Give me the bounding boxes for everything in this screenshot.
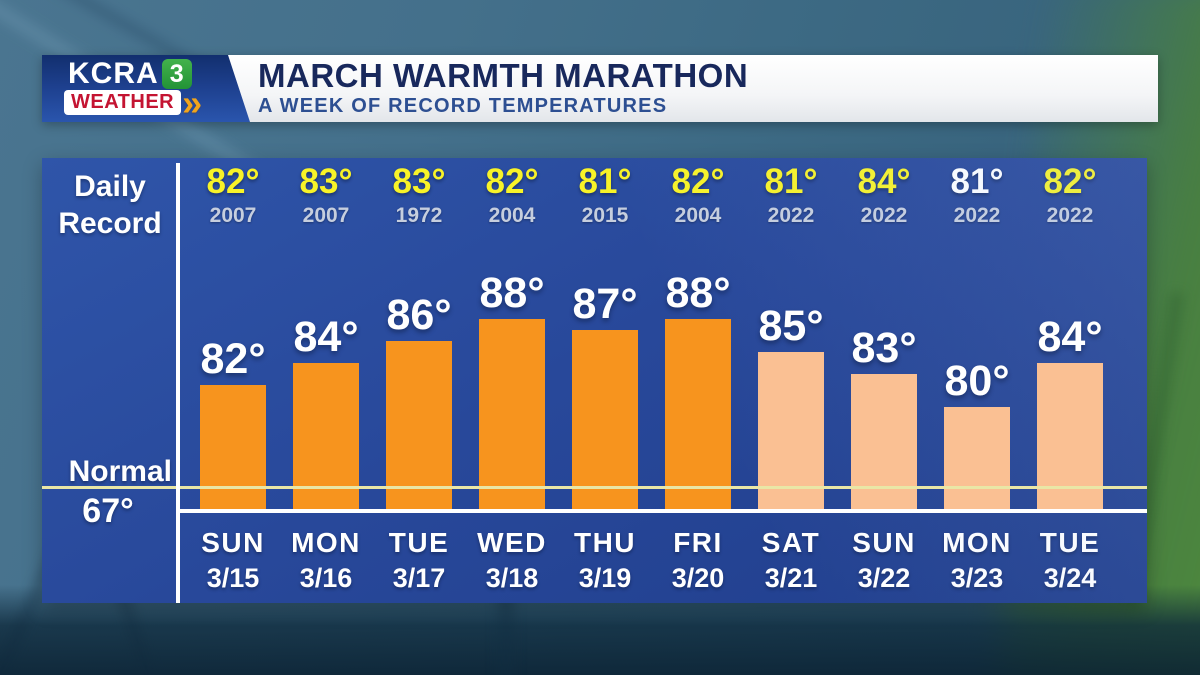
record-year-label: 2022 — [953, 204, 1001, 227]
record-year-label: 2022 — [767, 204, 815, 227]
high-temp-label: 85° — [758, 301, 824, 350]
daily-label-line1: Daily — [74, 170, 146, 203]
record-temp-label: 82° — [485, 162, 539, 201]
normal-temperature-line — [42, 486, 1147, 489]
header-banner: KCRA 3 WEATHER » MARCH WARMTH MARATHON A… — [42, 55, 1158, 122]
day-label: SAT — [761, 527, 821, 558]
day-column: 83° 2007 84° MON 3/16 — [280, 158, 373, 603]
record-temp-label: 81° — [950, 162, 1004, 201]
station-call-letters: KCRA — [68, 57, 159, 90]
high-temp-label: 86° — [386, 290, 452, 339]
channel-3-badge: 3 — [161, 59, 192, 89]
station-logo-row: KCRA 3 — [68, 57, 250, 90]
date-label: 3/19 — [578, 563, 632, 593]
kcra-logo: KCRA 3 WEATHER » — [42, 55, 250, 123]
record-temp-label: 82° — [1043, 162, 1097, 201]
record-temp-label: 81° — [764, 162, 818, 201]
daily-record-axis-label: Daily Record — [42, 168, 178, 242]
record-temp-label: 83° — [299, 162, 353, 201]
temperature-bar — [572, 329, 638, 511]
record-year-label: 2022 — [860, 204, 908, 227]
day-label: MON — [291, 527, 361, 558]
high-temp-label: 80° — [944, 356, 1010, 405]
daily-label-line2: Record — [58, 207, 162, 240]
day-column: 81° 2022 80° MON 3/23 — [931, 158, 1024, 603]
weather-brand-row: WEATHER » — [64, 82, 250, 123]
bar-columns: 82° 2007 82° SUN 3/15 83° 2007 84° MON 3… — [42, 158, 1147, 603]
day-column: 82° 2007 82° SUN 3/15 — [187, 158, 280, 603]
day-column: 81° 2015 87° THU 3/19 — [559, 158, 652, 603]
temperature-bar — [200, 384, 266, 511]
record-year-label: 2004 — [488, 204, 536, 227]
high-temp-label: 88° — [479, 268, 545, 317]
temperature-bar — [944, 406, 1010, 511]
record-temp-label: 83° — [392, 162, 446, 201]
day-column: 83° 1972 86° TUE 3/17 — [373, 158, 466, 603]
date-label: 3/18 — [485, 563, 539, 593]
day-label: FRI — [673, 527, 723, 558]
double-chevron-right-icon: » — [182, 82, 203, 123]
day-label: MON — [942, 527, 1012, 558]
day-column: 81° 2022 85° SAT 3/21 — [745, 158, 838, 603]
weather-brand-label: WEATHER — [64, 90, 182, 116]
record-year-label: 1972 — [395, 204, 443, 227]
high-temp-label: 83° — [851, 323, 917, 372]
temperature-bar — [479, 318, 545, 511]
day-label: SUN — [852, 527, 916, 558]
chart-panel: Daily Record Normal 67° 82° 2007 82° SUN… — [42, 158, 1147, 603]
day-label: TUE — [1039, 527, 1101, 558]
day-column: 82° 2004 88° WED 3/18 — [466, 158, 559, 603]
temperature-bar — [665, 318, 731, 511]
high-temp-label: 87° — [572, 279, 638, 328]
record-year-label: 2022 — [1046, 204, 1094, 227]
day-label: WED — [477, 527, 547, 558]
record-year-label: 2007 — [302, 204, 350, 227]
day-column: 82° 2022 84° TUE 3/24 — [1024, 158, 1117, 603]
record-temp-label: 82° — [206, 162, 260, 201]
record-year-label: 2015 — [581, 204, 629, 227]
record-temp-label: 82° — [671, 162, 725, 201]
temperature-bar — [386, 340, 452, 511]
record-temp-label: 84° — [857, 162, 911, 201]
date-label: 3/24 — [1043, 563, 1097, 593]
normal-temperature-value: 67° — [82, 492, 134, 530]
record-temp-label: 81° — [578, 162, 632, 201]
page-title: MARCH WARMTH MARATHON — [258, 57, 749, 94]
day-label: THU — [573, 527, 637, 558]
normal-axis-label: Normal — [68, 455, 172, 488]
title-section: MARCH WARMTH MARATHON A WEEK OF RECORD T… — [258, 55, 1148, 122]
date-label: 3/17 — [392, 563, 446, 593]
high-temp-label: 84° — [1037, 312, 1103, 361]
day-column: 82° 2004 88° FRI 3/20 — [652, 158, 745, 603]
temperature-bar — [851, 373, 917, 511]
date-label: 3/15 — [206, 563, 260, 593]
date-label: 3/23 — [950, 563, 1004, 593]
y-axis-line — [176, 163, 180, 603]
date-label: 3/16 — [299, 563, 353, 593]
date-label: 3/21 — [764, 563, 818, 593]
record-year-label: 2007 — [209, 204, 257, 227]
high-temp-label: 82° — [200, 334, 266, 383]
temperature-bar — [758, 351, 824, 511]
high-temp-label: 88° — [665, 268, 731, 317]
page-subtitle: A WEEK OF RECORD TEMPERATURES — [258, 94, 668, 117]
x-axis-baseline — [178, 509, 1147, 513]
date-label: 3/22 — [857, 563, 911, 593]
day-label: SUN — [201, 527, 265, 558]
record-year-label: 2004 — [674, 204, 722, 227]
day-column: 84° 2022 83° SUN 3/22 — [838, 158, 931, 603]
date-label: 3/20 — [671, 563, 725, 593]
day-label: TUE — [388, 527, 450, 558]
high-temp-label: 84° — [293, 312, 359, 361]
